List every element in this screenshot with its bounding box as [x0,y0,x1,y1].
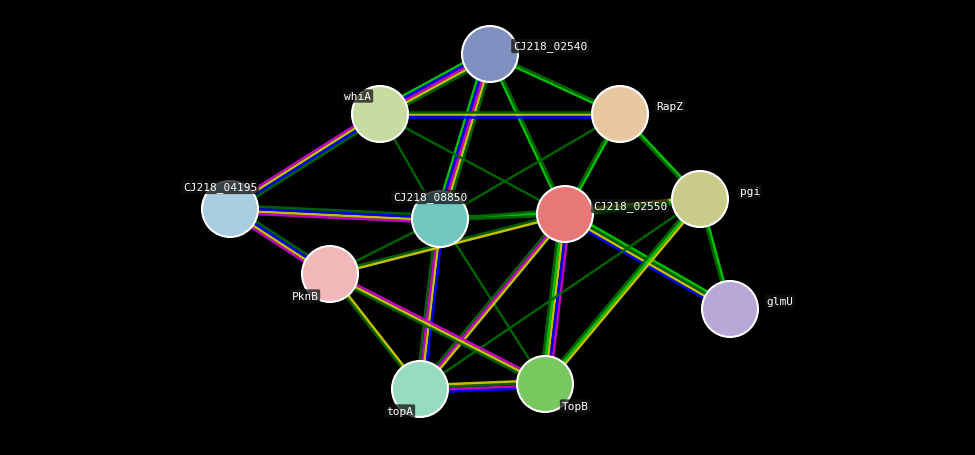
Circle shape [702,281,758,337]
Text: RapZ: RapZ [656,102,683,112]
Text: topA: topA [386,406,413,416]
Circle shape [352,87,408,143]
Circle shape [592,87,648,143]
Text: CJ218_04195: CJ218_04195 [183,182,257,193]
Text: TopB: TopB [562,401,589,411]
Circle shape [412,192,468,248]
Text: whiA: whiA [344,92,371,102]
Circle shape [202,182,258,238]
Circle shape [537,187,593,243]
Text: CJ218_02540: CJ218_02540 [513,41,587,52]
Text: CJ218_02550: CJ218_02550 [593,201,667,212]
Circle shape [517,356,573,412]
Circle shape [302,247,358,302]
Circle shape [672,172,728,228]
Text: pgi: pgi [740,187,760,197]
Text: PknB: PknB [292,291,319,301]
Circle shape [392,361,448,417]
Text: CJ218_08850: CJ218_08850 [393,192,467,203]
Text: glmU: glmU [766,296,794,306]
Circle shape [462,27,518,83]
